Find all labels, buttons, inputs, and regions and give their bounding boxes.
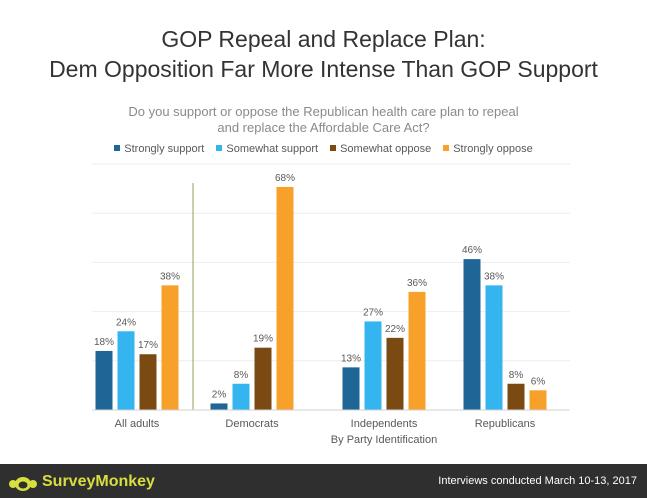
legend-label: Somewhat oppose bbox=[340, 143, 432, 155]
bar-strongly-support-independents bbox=[342, 367, 360, 410]
data-label: 8% bbox=[234, 370, 249, 381]
category-label: Independents bbox=[351, 418, 418, 430]
legend-swatch bbox=[330, 145, 337, 151]
bar-somewhat-support-all-adults bbox=[117, 331, 135, 410]
bar-strongly-support-republicans bbox=[463, 259, 481, 410]
data-label: 36% bbox=[407, 278, 427, 289]
bar-strongly-support-all-adults bbox=[95, 350, 113, 410]
category-label: All adults bbox=[115, 418, 160, 430]
legend-label: Strongly support bbox=[124, 143, 205, 155]
data-label: 27% bbox=[363, 307, 383, 318]
chart-subtitle-line-2: and replace the Affordable Care Act? bbox=[217, 120, 430, 135]
legend-item-3: Somewhat oppose bbox=[330, 143, 431, 155]
data-label: 13% bbox=[341, 353, 361, 364]
brand-name: SurveyMonkey bbox=[42, 473, 155, 490]
data-label: 22% bbox=[385, 324, 405, 335]
legend-item-2: Somewhat support bbox=[216, 143, 318, 155]
legend-label: Somewhat support bbox=[226, 143, 319, 155]
chart-subtitle: Do you support or oppose the Republican … bbox=[0, 104, 647, 136]
bar-somewhat-oppose-all-adults bbox=[139, 354, 157, 410]
bar-somewhat-oppose-democrats bbox=[254, 347, 272, 410]
data-label: 68% bbox=[275, 173, 295, 184]
bar-somewhat-support-democrats bbox=[232, 383, 250, 410]
monkey-logo-icon bbox=[9, 477, 37, 491]
legend-label: Strongly oppose bbox=[453, 143, 533, 155]
data-label: 38% bbox=[484, 271, 504, 282]
legend-item-4: Strongly oppose bbox=[443, 143, 533, 155]
footer-bar: SurveyMonkey Interviews conducted March … bbox=[0, 464, 647, 498]
bar-chart: 18% 2% 13% 46% 24% 8% 27% 38% 17% 19% 22% 8% 38% 68% 3… bbox=[92, 163, 570, 446]
chart-title-line-1: GOP Repeal and Replace Plan: bbox=[161, 26, 486, 52]
legend-swatch bbox=[216, 145, 223, 151]
data-label: 2% bbox=[212, 389, 227, 400]
bar-somewhat-oppose-republicans bbox=[507, 383, 525, 410]
legend-swatch bbox=[114, 145, 121, 151]
data-label: 46% bbox=[462, 245, 482, 256]
data-label: 8% bbox=[509, 370, 524, 381]
data-label: 17% bbox=[138, 340, 158, 351]
chart-title-line-2: Dem Opposition Far More Intense Than GOP… bbox=[49, 56, 598, 82]
data-label: 19% bbox=[253, 334, 273, 345]
chart-legend: Strongly support Somewhat support Somewhat… bbox=[0, 143, 647, 155]
bar-somewhat-support-independents bbox=[364, 321, 382, 410]
bar-strongly-support-democrats bbox=[210, 403, 228, 410]
bar-strongly-oppose-republicans bbox=[529, 390, 547, 410]
data-label: 6% bbox=[531, 376, 546, 387]
chart-subtitle-line-1: Do you support or oppose the Republican … bbox=[128, 104, 519, 119]
category-label: Republicans bbox=[475, 418, 536, 430]
bar-somewhat-support-republicans bbox=[485, 285, 503, 410]
legend-item-1: Strongly support bbox=[114, 143, 204, 155]
bar-strongly-oppose-all-adults bbox=[161, 285, 179, 410]
data-label: 24% bbox=[116, 317, 136, 328]
bar-strongly-oppose-independents bbox=[408, 291, 426, 410]
interview-dates-note: Interviews conducted March 10-13, 2017 bbox=[438, 475, 637, 487]
x-axis-label: By Party Identification bbox=[331, 434, 437, 446]
data-label: 38% bbox=[160, 271, 180, 282]
bar-strongly-oppose-democrats bbox=[276, 186, 294, 410]
data-label: 18% bbox=[94, 337, 114, 348]
category-label: Democrats bbox=[225, 418, 279, 430]
chart-title: GOP Repeal and Replace Plan: Dem Opposit… bbox=[0, 24, 647, 84]
bar-somewhat-oppose-independents bbox=[386, 337, 404, 410]
legend-swatch bbox=[443, 145, 450, 151]
